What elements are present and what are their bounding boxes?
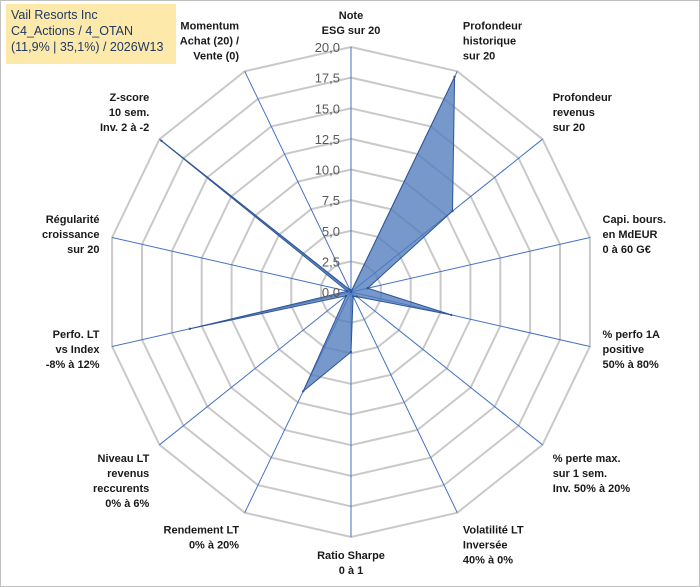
data-point [302, 390, 305, 393]
data-point [346, 290, 349, 293]
axis-spoke [350, 291, 543, 446]
data-point [453, 75, 456, 79]
tick-label: 15,0 [315, 101, 340, 116]
chart-title-box: Vail Resorts Inc C4_Actions / 4_OTAN (11… [6, 4, 176, 64]
tick-label: 10,0 [315, 163, 340, 178]
axis-category-label: Note ESG sur 20 [322, 10, 381, 37]
axis-category-label: Profondeur revenus sur 20 [553, 92, 613, 134]
data-point [188, 327, 191, 330]
tick-label: 0,0 [322, 285, 340, 300]
axis-category-label: Régularité croissance sur 20 [42, 214, 99, 256]
axis-spoke [350, 237, 591, 293]
axis-spoke [244, 71, 352, 293]
data-point [348, 288, 352, 291]
tick-label: 20,0 [315, 40, 340, 55]
axis-category-label: Perfo. LT vs Index -8% à 12% [46, 329, 101, 371]
axis-category-label: Z-score 10 sem. Inv. 2 à -2 [100, 92, 149, 134]
axis-category-label: % perfo 1A positive 50% à 80% [603, 329, 661, 371]
data-point [160, 139, 163, 142]
axis-spoke [159, 291, 352, 446]
tick-label: 12,5 [315, 132, 340, 147]
period-label: (11,9% | 35,1%) / 2026W13 [11, 40, 164, 54]
tick-label: 5,0 [322, 224, 340, 239]
axis-category-label: % perte max. sur 1 sem. Inv. 50% à 20% [553, 453, 631, 495]
axis-category-label: Niveau LT revenus reccurents 0% à 6% [93, 453, 150, 510]
axis-category-label: Momentum Achat (20) / Vente (0) [180, 21, 240, 63]
tick-label: 17,5 [315, 71, 340, 86]
axis-category-label: Rendement LT 0% à 20% [164, 524, 240, 551]
portfolio-label: C4_Actions / 4_OTAN [11, 24, 134, 38]
axis-category-label: Capi. bours. en MdEUR 0 à 60 G€ [603, 214, 667, 256]
data-point [349, 290, 353, 294]
tick-label: 7,5 [322, 193, 340, 208]
data-point [349, 350, 353, 354]
series-area [161, 76, 456, 392]
tick-label: 2,5 [322, 254, 340, 269]
data-point [366, 287, 369, 290]
axis-category-label: Profondeur historique sur 20 [463, 21, 523, 63]
data-point [355, 295, 358, 298]
data-point [450, 313, 453, 317]
axis-category-label: Ratio Sharpe 0 à 1 [317, 550, 385, 577]
company-name: Vail Resorts Inc [11, 8, 98, 22]
axis-category-label: Volatilité LT Inversée 40% à 0% [463, 524, 524, 566]
axis-spoke [111, 237, 352, 293]
axis-spoke [350, 291, 458, 513]
data-point [345, 294, 348, 297]
data-point [451, 209, 454, 213]
data-point [351, 295, 355, 298]
